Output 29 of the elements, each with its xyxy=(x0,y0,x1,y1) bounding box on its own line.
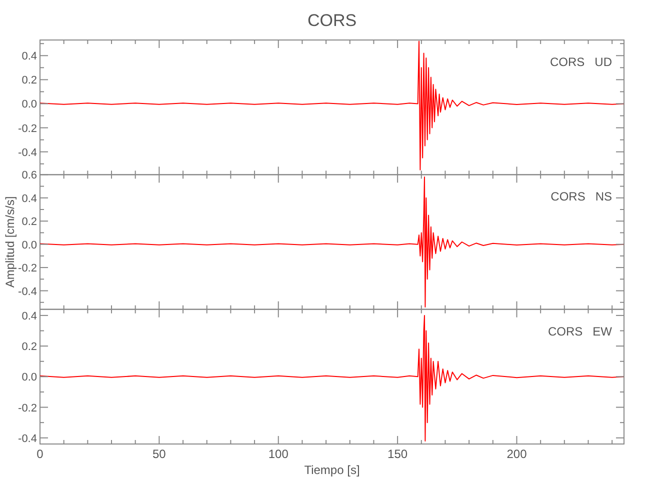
x-tick-label: 50 xyxy=(152,447,166,461)
annotation: CORS NS xyxy=(550,190,612,204)
y-tick-label: 0.4 xyxy=(22,310,37,322)
y-tick-label: 0.6 xyxy=(22,170,37,182)
y-tick-label: -0.4 xyxy=(18,146,37,159)
y-tick-label: -0.2 xyxy=(18,122,37,135)
x-tick-label: 0 xyxy=(36,447,44,461)
x-tick-label: 100 xyxy=(268,447,289,461)
y-tick-label: -0.4 xyxy=(18,432,37,445)
y-tick-label: -0.2 xyxy=(18,402,37,414)
y-tick-label: 0.2 xyxy=(22,74,37,87)
x-tick-label: 200 xyxy=(506,447,528,461)
x-axis-title: Tiempo [s] xyxy=(304,463,360,477)
y-axis-title: Amplitud [cm/s/s] xyxy=(3,196,17,288)
line-series xyxy=(40,314,624,442)
chart-title: CORS xyxy=(307,11,357,30)
annotation: CORS UD xyxy=(550,55,612,69)
line-series xyxy=(40,40,624,170)
y-tick-label: 0.0 xyxy=(22,239,37,252)
y-tick-label: 0.2 xyxy=(22,216,37,228)
y-tick-label: 0.4 xyxy=(22,192,37,205)
y-tick-label: 0.2 xyxy=(22,341,37,354)
y-tick-label: -0.2 xyxy=(18,262,37,275)
y-tick-label: 0.0 xyxy=(22,98,37,111)
x-tick-label: 150 xyxy=(388,447,408,461)
y-tick-label: 0.4 xyxy=(22,50,37,63)
y-tick-label: 0.0 xyxy=(22,372,37,384)
y-tick-label: -0.4 xyxy=(18,286,37,298)
annotation: CORS EW xyxy=(548,324,613,338)
